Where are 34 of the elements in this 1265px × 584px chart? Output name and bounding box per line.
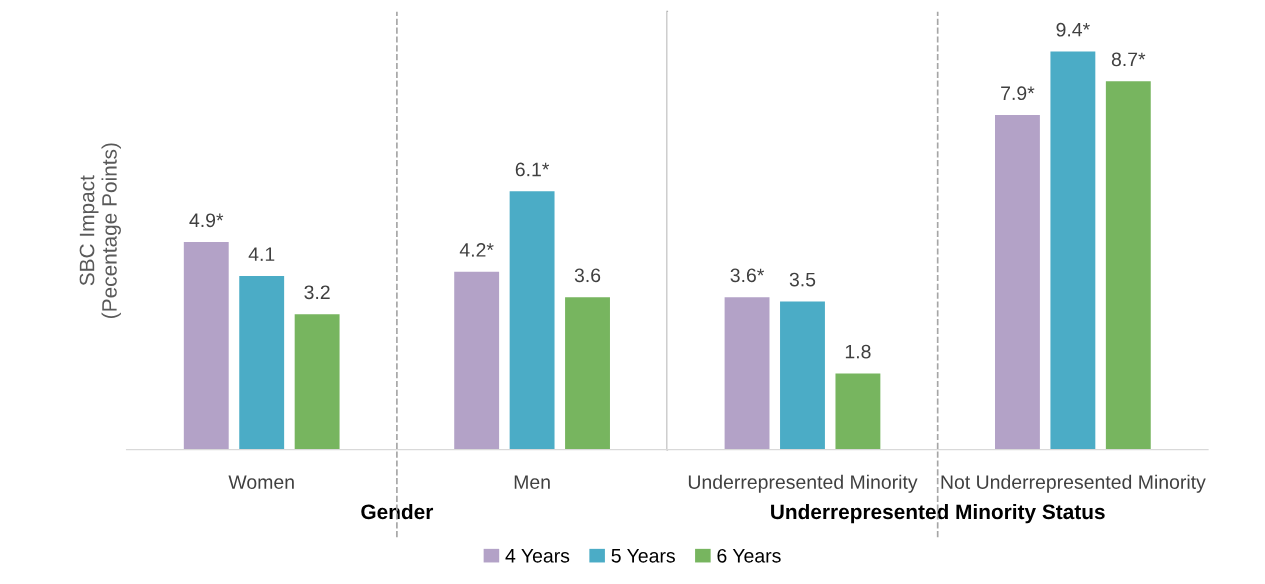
bar	[183, 242, 229, 450]
data-label: 9.4*	[1056, 22, 1090, 37]
bar	[294, 314, 340, 450]
data-label: 6.1*	[515, 162, 550, 177]
x-tick-label: Not Underrepresented Minority	[941, 474, 1206, 493]
data-label: 3.6	[574, 268, 601, 283]
bar	[239, 276, 285, 450]
data-label: 8.7*	[1111, 52, 1146, 67]
legend-label: 5 Years	[611, 549, 675, 563]
legend-label: 4 Years	[505, 549, 570, 563]
x-axis-title: Gender	[361, 503, 434, 520]
data-label: 4.9*	[189, 213, 224, 228]
x-tick-label: Women	[228, 475, 294, 489]
bar	[995, 115, 1040, 450]
x-tick-label: Men	[514, 475, 550, 489]
bar	[780, 301, 825, 450]
y-axis-title: SBC Impact (Pecentage Points)	[79, 143, 121, 318]
x-axis-title: Underrepresented Minority Status	[771, 503, 1105, 524]
legend-label: 6 Years	[717, 548, 781, 563]
data-label: 3.6*	[730, 268, 765, 283]
bar	[454, 271, 500, 450]
data-label: 3.2	[304, 285, 330, 300]
bar	[835, 373, 881, 450]
data-label: 7.9*	[1001, 86, 1035, 101]
bar	[724, 297, 770, 450]
bar	[509, 191, 555, 450]
bar	[565, 297, 610, 450]
data-label: 4.1	[248, 247, 275, 261]
x-tick-label: Underrepresented Minority	[688, 474, 918, 493]
data-label: 1.8	[845, 344, 871, 359]
bar	[1105, 81, 1151, 450]
data-label: 3.5	[789, 272, 816, 287]
bar	[1050, 51, 1096, 450]
data-label: 4.2*	[459, 243, 494, 257]
